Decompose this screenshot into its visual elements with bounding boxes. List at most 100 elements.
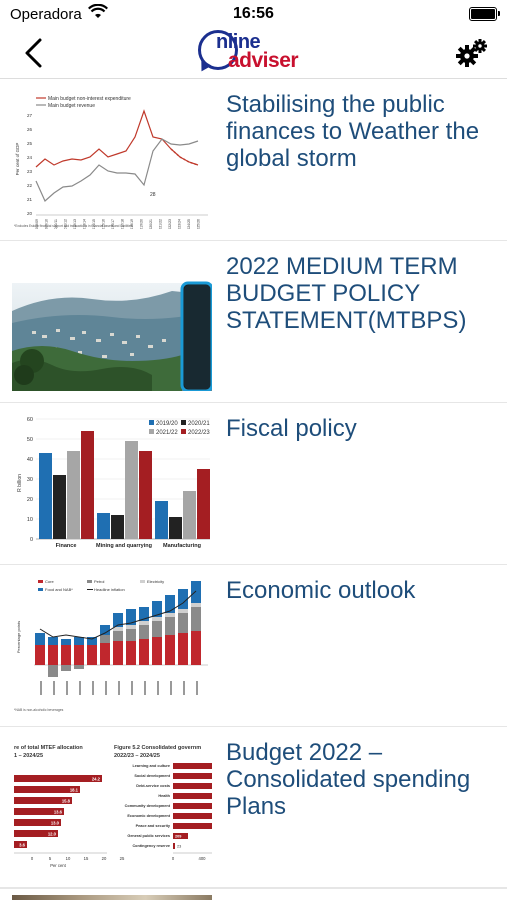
svg-text:2021/22: 2021/22 — [156, 430, 178, 436]
article-row[interactable]: re of total MTEF allocation 1 – 2024/25 … — [0, 727, 507, 889]
back-chevron-icon[interactable] — [20, 36, 50, 70]
stacked-bar-segment — [165, 613, 175, 617]
x-tick-mark — [92, 681, 94, 695]
x-tick-label: 2019/20 — [140, 219, 144, 229]
svg-text:13.6: 13.6 — [54, 810, 63, 815]
x-tick-mark — [196, 681, 198, 695]
svg-text:Headline inflation: Headline inflation — [94, 587, 125, 592]
x-tick-mark — [105, 681, 107, 695]
svg-text:5: 5 — [49, 856, 52, 861]
svg-text:Food and NAB*: Food and NAB* — [45, 587, 73, 592]
x-tick-label: 2012/13 — [73, 219, 77, 229]
svg-text:15: 15 — [84, 856, 89, 861]
article-row[interactable]: 2022 MEDIUM TERM BUDGET POLICY STATEMENT… — [0, 241, 507, 403]
x-tick-label: 2015/16 — [102, 219, 106, 229]
navigation-bar: nline adviser — [0, 28, 507, 79]
stacked-bar-segment — [178, 589, 188, 609]
stacked-bar-segment — [61, 665, 71, 671]
fiscal-line-chart-image: Main budget non-interest expenditure Mai… — [12, 89, 212, 229]
svg-text:2020/21: 2020/21 — [188, 421, 210, 427]
svg-text:209: 209 — [175, 835, 181, 839]
svg-text:Health: Health — [158, 794, 170, 798]
stacked-bar-segment — [139, 639, 149, 665]
svg-text:Core: Core — [45, 579, 54, 584]
svg-text:Contingency reserve: Contingency reserve — [132, 844, 170, 848]
stacked-bar-segment — [165, 635, 175, 665]
svg-text:30: 30 — [27, 477, 33, 483]
svg-text:Percentage points: Percentage points — [16, 621, 21, 653]
article-thumbnail — [12, 251, 212, 391]
svg-text:Peace and security: Peace and security — [136, 824, 171, 828]
svg-text:0: 0 — [172, 856, 175, 861]
row-divider — [0, 887, 507, 888]
fiscal-bar-chart-image: 2019/20 2020/21 2021/22 2022/23 R billio… — [12, 413, 212, 553]
article-row[interactable]: Core Petrol Electricity Food and NAB* He… — [0, 565, 507, 727]
svg-text:Electricity: Electricity — [147, 579, 164, 584]
x-tick-label: 2023/24 — [178, 219, 182, 229]
x-tick-mark — [53, 681, 55, 695]
svg-text:Per cent: Per cent — [50, 863, 66, 868]
svg-text:28: 28 — [150, 192, 156, 198]
stacked-bar-segment — [87, 637, 97, 645]
svg-text:20: 20 — [102, 856, 107, 861]
stacked-bar-segment — [74, 645, 84, 665]
article-row[interactable]: 2019/20 2020/21 2021/22 2022/23 R billio… — [0, 403, 507, 565]
x-tick-label: 2013/14 — [83, 219, 87, 229]
svg-text:2022/23 – 2024/25: 2022/23 – 2024/25 — [114, 753, 160, 759]
svg-text:Manufacturing: Manufacturing — [163, 543, 201, 549]
article-thumbnail: re of total MTEF allocation 1 – 2024/25 … — [12, 737, 212, 877]
svg-text:0: 0 — [30, 537, 33, 543]
x-tick-mark — [40, 681, 42, 695]
svg-text:2022/23: 2022/23 — [188, 430, 210, 436]
svg-text:20: 20 — [27, 211, 33, 216]
svg-text:22: 22 — [27, 183, 33, 188]
stacked-bar-segment — [139, 621, 149, 625]
stacked-bar-segment — [61, 645, 71, 665]
article-thumbnail: Main budget non-interest expenditure Mai… — [12, 89, 212, 229]
article-title: Stabilising the public finances to Weath… — [226, 91, 480, 172]
svg-text:24: 24 — [27, 155, 33, 160]
svg-text:*Excludes Eskom financial supp: *Excludes Eskom financial support and tr… — [14, 224, 133, 228]
stacked-bar-segment — [178, 613, 188, 633]
stacked-bar-segment — [48, 645, 58, 665]
x-tick-label: 2009/10 — [45, 219, 49, 229]
svg-text:Petrol: Petrol — [94, 579, 105, 584]
svg-text:12.0: 12.0 — [48, 832, 57, 837]
x-tick-label: 2010/11 — [54, 219, 58, 229]
status-bar: Operadora 16:56 — [0, 0, 507, 28]
stacked-bar-segment — [191, 607, 201, 631]
x-tick-label: 2024/25 — [187, 219, 191, 229]
x-tick-mark — [170, 681, 172, 695]
svg-text:25: 25 — [27, 141, 33, 146]
settings-gears-icon[interactable] — [455, 38, 489, 68]
svg-text:Main budget non-interest expen: Main budget non-interest expenditure — [48, 96, 131, 102]
svg-text:60: 60 — [27, 417, 33, 423]
stacked-bar-segment — [178, 609, 188, 613]
svg-text:Social development: Social development — [134, 774, 170, 778]
x-tick-mark — [118, 681, 120, 695]
x-tick-mark — [183, 681, 185, 695]
svg-text:re of total MTEF allocation: re of total MTEF allocation — [14, 745, 83, 751]
stacked-bar-segment — [48, 665, 58, 677]
svg-text:Finance: Finance — [56, 543, 77, 549]
clock: 16:56 — [233, 5, 274, 22]
article-row[interactable]: Main budget non-interest expenditure Mai… — [0, 79, 507, 241]
svg-text:400: 400 — [199, 856, 207, 861]
svg-text:23: 23 — [177, 845, 181, 849]
svg-text:13.0: 13.0 — [51, 821, 60, 826]
x-tick-label: 2011/12 — [64, 219, 68, 229]
svg-text:Per cent of GDP: Per cent of GDP — [15, 143, 20, 176]
svg-text:20: 20 — [27, 497, 33, 503]
svg-text:50: 50 — [27, 437, 33, 443]
article-list: Main budget non-interest expenditure Mai… — [0, 79, 507, 889]
svg-text:*NAB is non-alcoholic beverage: *NAB is non-alcoholic beverages — [14, 708, 64, 712]
svg-text:2019/20: 2019/20 — [156, 421, 178, 427]
x-tick-label: 2018/19 — [130, 219, 134, 229]
article-thumbnail: 2019/20 2020/21 2021/22 2022/23 R billio… — [12, 413, 212, 553]
x-tick-label: 2014/15 — [92, 219, 96, 229]
x-tick-label: 2016/17 — [111, 219, 115, 229]
online-adviser-logo: nline adviser — [196, 28, 318, 76]
x-tick-label: 2020/21 — [149, 219, 153, 229]
next-article-thumbnail-partial[interactable] — [12, 895, 212, 900]
svg-text:24.2: 24.2 — [92, 777, 101, 782]
